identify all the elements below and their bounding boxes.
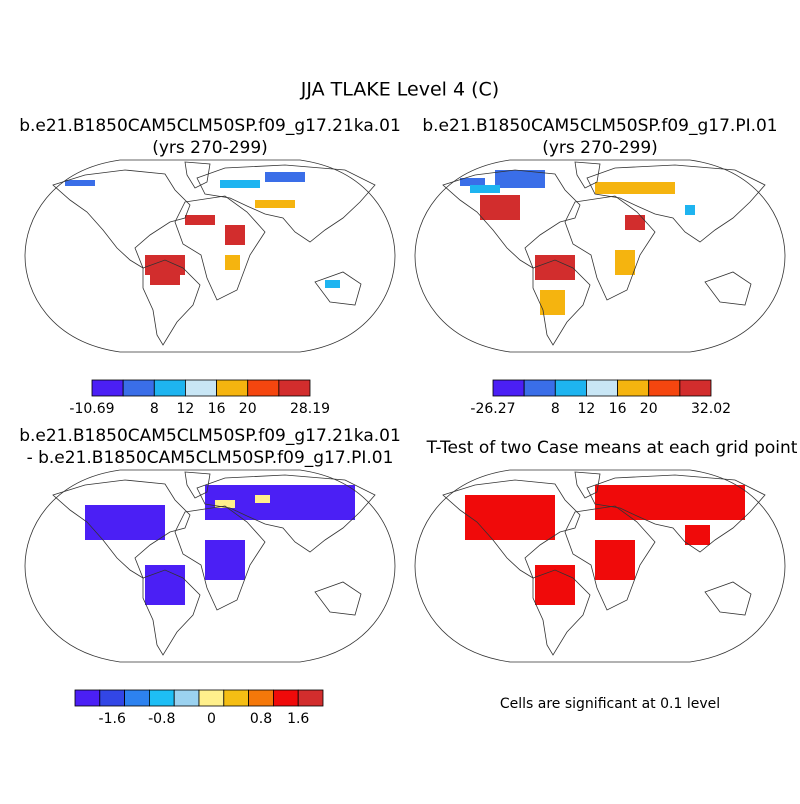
colorbar-label: 16 <box>208 401 226 417</box>
colorbar-box <box>99 689 126 707</box>
colorbar-label: 20 <box>239 401 257 417</box>
figure-title: JJA TLAKE Level 4 (C) <box>300 79 499 101</box>
map-panel-1 <box>24 159 396 353</box>
colorbar-box <box>278 379 311 397</box>
map-panel-3 <box>24 469 396 663</box>
colorbar-box <box>297 689 324 707</box>
colorbar-box <box>198 689 225 707</box>
colorbar-label: -1.6 <box>99 711 126 727</box>
colorbar-box <box>153 379 186 397</box>
colorbar-label: -10.69 <box>69 401 114 417</box>
panel-title: - b.e21.B1850CAM5CLM50SP.f09_g17.PI.01 <box>27 448 394 468</box>
colorbar-label: 32.02 <box>691 401 731 417</box>
colorbar-label: 0 <box>207 711 216 727</box>
colorbar-label: 8 <box>150 401 159 417</box>
panel-title: b.e21.B1850CAM5CLM50SP.f09_g17.21ka.01 <box>19 116 401 136</box>
colorbar-label: -26.27 <box>470 401 515 417</box>
colorbar-label: 20 <box>640 401 658 417</box>
panel-title: b.e21.B1850CAM5CLM50SP.f09_g17.PI.01 <box>422 116 777 136</box>
colorbar-box <box>492 379 525 397</box>
colorbar-box <box>223 689 250 707</box>
colorbar-box <box>185 379 217 397</box>
colorbar-box <box>148 689 175 707</box>
colorbar-label: 1.6 <box>287 711 309 727</box>
colorbar-box <box>586 379 618 397</box>
colorbar-box <box>523 379 556 397</box>
colorbar-label: 8 <box>551 401 560 417</box>
colorbar-label: 12 <box>177 401 195 417</box>
colorbar-box <box>74 689 101 707</box>
colorbar-box <box>617 379 650 397</box>
colorbar-label: 28.19 <box>290 401 330 417</box>
colorbar-box <box>247 379 280 397</box>
colorbar-label: 0.8 <box>250 711 272 727</box>
panel-title: T-Test of two Case means at each grid po… <box>426 438 798 458</box>
colorbar-box <box>91 379 124 397</box>
colorbar-label: -0.8 <box>148 711 175 727</box>
colorbar-box <box>173 689 200 707</box>
map-panel-4 <box>414 469 786 663</box>
colorbar-box <box>216 379 249 397</box>
colorbar-box <box>272 689 299 707</box>
panel-title: (yrs 270-299) <box>152 138 268 158</box>
colorbar-box <box>648 379 681 397</box>
panel-note: Cells are significant at 0.1 level <box>500 696 720 712</box>
colorbar-box <box>554 379 587 397</box>
colorbar-box <box>679 379 712 397</box>
panel-title: (yrs 270-299) <box>542 138 658 158</box>
map-panel-2 <box>414 159 786 353</box>
colorbar-label: 16 <box>609 401 627 417</box>
colorbar-box <box>122 379 155 397</box>
panel-title: b.e21.B1850CAM5CLM50SP.f09_g17.21ka.01 <box>19 426 401 446</box>
colorbar-box <box>124 689 150 707</box>
colorbar-label: 12 <box>578 401 596 417</box>
colorbar-box <box>248 689 274 707</box>
